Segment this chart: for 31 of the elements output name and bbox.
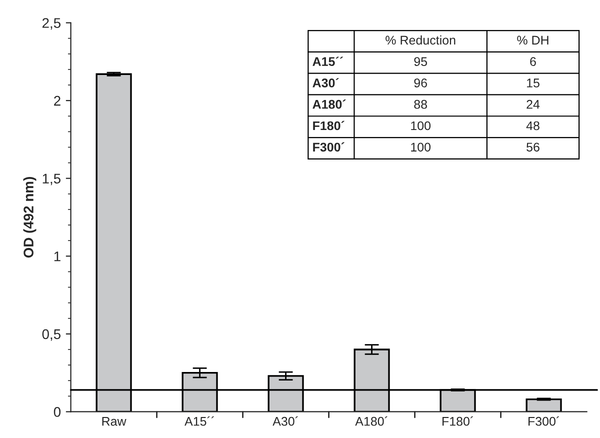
bar	[526, 398, 562, 412]
annotation: 100	[411, 121, 431, 130]
annotation: A15´´	[312, 56, 344, 66]
y-tick-label: 1,5	[42, 174, 60, 186]
annotation: 96	[414, 78, 427, 88]
x-tick-label: A180´	[355, 416, 388, 426]
annotation: A180´	[312, 99, 346, 109]
annotation: 56	[526, 142, 540, 152]
annotation: A30´	[312, 78, 339, 88]
y-tick-label: 0,5	[42, 329, 60, 341]
y-tick-label: 2	[54, 96, 60, 106]
annotation: 95	[414, 57, 428, 66]
annotation: 100	[411, 142, 431, 152]
annotation: % DH	[517, 36, 548, 45]
annotation: 6	[530, 57, 536, 66]
x-tick-label: F180´	[442, 416, 473, 426]
y-tick-label: 2,5	[42, 18, 60, 30]
y-tick-label: 0	[54, 407, 61, 417]
y-tick-label: 1	[54, 252, 60, 262]
annotation: 48	[526, 121, 540, 130]
y-axis-title: OD (492 nm)	[23, 177, 36, 258]
x-tick-label: Raw	[102, 417, 126, 426]
annotation: 24	[526, 100, 540, 109]
annotation: F180´	[313, 120, 344, 130]
x-tick-label: A30´	[272, 416, 298, 426]
annotation: 15	[527, 78, 540, 88]
annotation: 88	[414, 100, 427, 109]
annotation: F300´	[313, 142, 344, 152]
annotation: % Reduction	[386, 35, 456, 45]
x-tick-label: A15´´	[184, 416, 214, 426]
x-tick-label: F300´	[528, 416, 559, 426]
